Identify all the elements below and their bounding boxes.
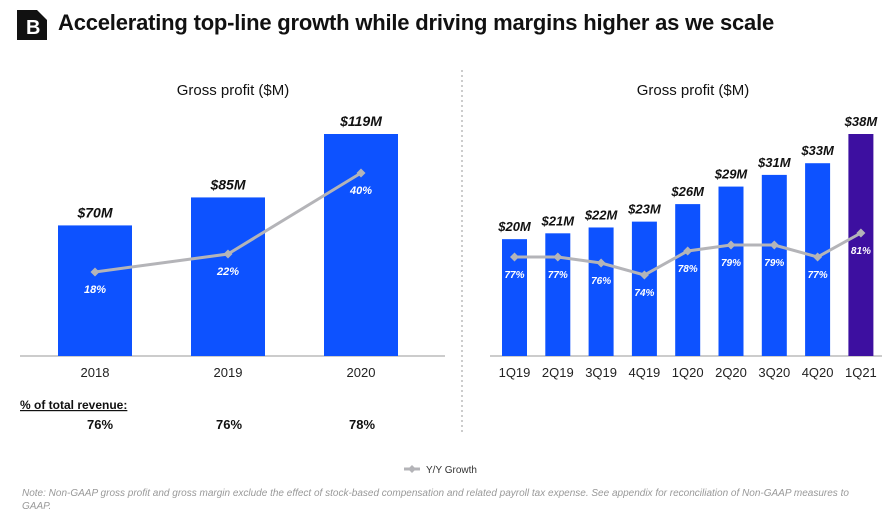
tick-label-2Q19: 2Q19 <box>542 365 574 380</box>
bar-label-1Q20: $26M <box>670 184 705 199</box>
bar-4Q19 <box>631 221 657 356</box>
bar-2Q19 <box>545 233 571 356</box>
growth-label-2Q19: 77% <box>548 270 568 281</box>
bar-1Q21 <box>848 134 874 356</box>
tick-label-2Q20: 2Q20 <box>715 365 747 380</box>
growth-point-2Q20 <box>726 240 736 250</box>
growth-label-1Q20: 78% <box>678 264 698 275</box>
bar-label-2018: $70M <box>76 204 112 220</box>
bar-label-3Q20: $31M <box>757 155 792 170</box>
growth-label-2020: 40% <box>349 185 372 197</box>
growth-label-1Q19: 77% <box>504 270 524 281</box>
revenue-share-2018: 76% <box>87 417 113 432</box>
tick-label-4Q19: 4Q19 <box>628 365 660 380</box>
bar-label-3Q19: $22M <box>584 207 619 222</box>
bar-2Q20 <box>718 186 744 356</box>
growth-label-4Q20: 77% <box>808 270 828 281</box>
tick-label-2018: 2018 <box>81 365 110 380</box>
bar-label-2Q19: $21M <box>541 213 576 228</box>
bar-label-2019: $85M <box>209 176 245 192</box>
bar-1Q20 <box>675 204 701 356</box>
revenue-share-label: % of total revenue: <box>20 398 127 412</box>
tick-label-1Q21: 1Q21 <box>845 365 877 380</box>
growth-point-2Q19 <box>553 252 563 262</box>
growth-label-4Q19: 74% <box>634 288 654 299</box>
legend-label: Y/Y Growth <box>426 465 477 476</box>
bar-label-4Q19: $23M <box>627 202 662 217</box>
tick-label-4Q20: 4Q20 <box>802 365 834 380</box>
growth-point-1Q19 <box>510 252 519 262</box>
growth-point-1Q21 <box>856 228 866 238</box>
growth-point-2020 <box>356 168 366 178</box>
tick-label-1Q20: 1Q20 <box>672 365 704 380</box>
bar-label-2Q20: $29M <box>714 167 749 182</box>
legend-diamond-icon <box>408 465 416 473</box>
tick-label-2020: 2020 <box>347 365 376 380</box>
bar-2018 <box>58 225 132 356</box>
legend: Y/Y Growth <box>404 465 477 476</box>
growth-point-3Q19 <box>596 258 606 268</box>
right-chart-title: Gross profit ($M) <box>637 82 750 99</box>
bar-label-1Q21: $38M <box>844 114 879 129</box>
bigcommerce-logo-icon: B <box>17 10 47 40</box>
tick-label-1Q19: 1Q19 <box>499 365 531 380</box>
left-chart-title: Gross profit ($M) <box>177 82 290 99</box>
growth-label-3Q19: 76% <box>591 276 611 287</box>
growth-point-3Q20 <box>769 240 779 250</box>
bar-2019 <box>191 197 265 356</box>
growth-label-2Q20: 79% <box>721 258 741 269</box>
growth-point-1Q20 <box>683 246 693 256</box>
growth-point-4Q20 <box>813 252 823 262</box>
bar-label-1Q19: $20M <box>497 219 532 234</box>
footnote: Note: Non-GAAP gross profit and gross ma… <box>22 488 849 512</box>
growth-label-2018: 18% <box>84 284 106 296</box>
bar-label-4Q20: $33M <box>800 143 835 158</box>
bar-3Q20 <box>761 174 787 356</box>
svg-text:B: B <box>26 17 40 39</box>
revenue-share-2020: 78% <box>349 417 375 432</box>
growth-label-1Q21: 81% <box>851 246 871 257</box>
tick-label-3Q19: 3Q19 <box>585 365 617 380</box>
bar-label-2020: $119M <box>339 113 382 129</box>
revenue-share-2019: 76% <box>216 417 242 432</box>
plot-area: $70M 2018 $85M 2019 $119M 2020 18% 22% 40% $20M 1Q… <box>20 113 882 380</box>
tick-label-2019: 2019 <box>214 365 243 380</box>
growth-label-3Q20: 79% <box>764 258 784 269</box>
growth-label-2019: 22% <box>216 266 239 278</box>
growth-point-4Q19 <box>639 270 649 280</box>
growth-point-2019 <box>223 249 233 259</box>
growth-point-2018 <box>90 267 100 277</box>
tick-label-3Q20: 3Q20 <box>758 365 790 380</box>
page-title: Accelerating top-line growth while drivi… <box>58 10 775 35</box>
bar-2020 <box>324 134 398 356</box>
bar-3Q19 <box>588 227 614 356</box>
